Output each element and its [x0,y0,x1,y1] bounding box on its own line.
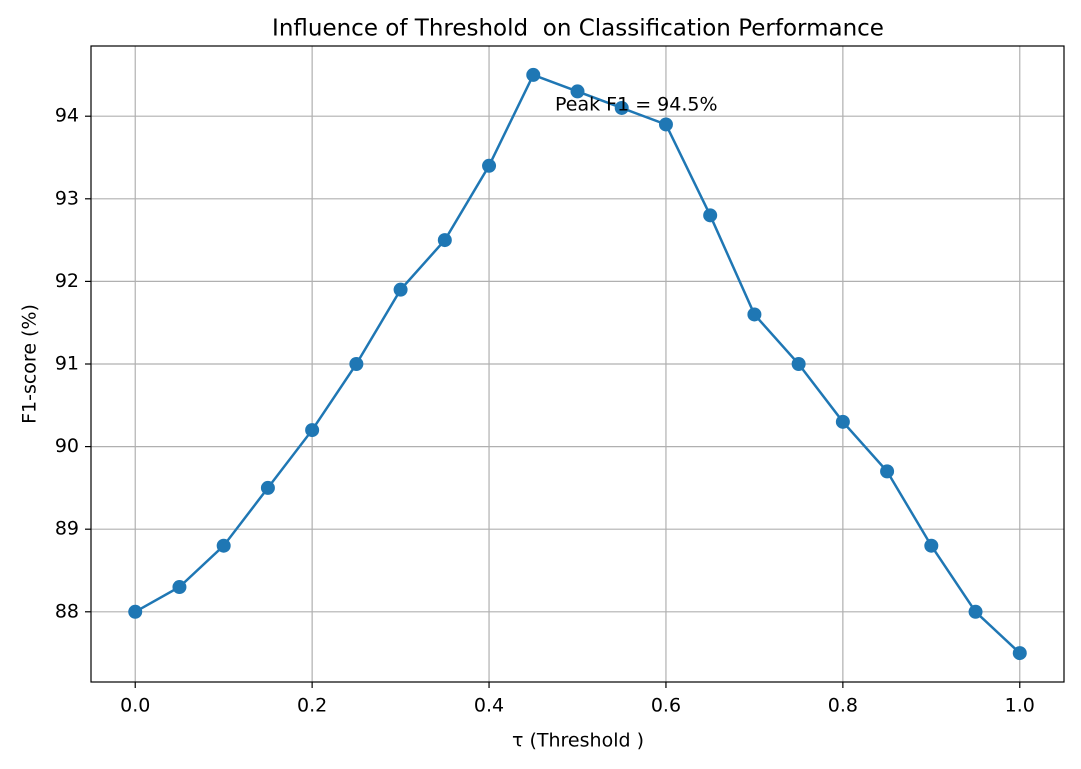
data-point [835,414,850,429]
x-tick-label: 0.8 [828,695,858,717]
x-axis-label: τ (Threshold ) [512,730,644,752]
y-tick-label: 90 [55,435,79,457]
data-point [791,357,806,371]
x-tick-label: 0.4 [474,695,504,717]
data-point [482,158,497,173]
data-point [437,233,452,248]
data-point [1012,646,1027,661]
y-tick-label: 92 [55,270,79,292]
y-tick-label: 88 [55,600,79,622]
data-point [968,604,983,619]
data-point [305,423,320,438]
x-tick-label: 0.2 [297,695,327,717]
data-point [747,307,762,322]
data-point [393,282,408,297]
annotation: Peak F1 = 94.5% [555,94,718,116]
data-point [924,538,939,553]
data-point [260,480,275,495]
data-point [128,604,143,619]
data-point [349,357,364,371]
plot-frame [90,45,1065,683]
y-tick-label: 91 [55,353,79,375]
data-point [172,580,187,595]
data-point [703,208,718,223]
data-point [570,84,585,99]
data-point [526,67,541,82]
data-point [614,100,629,115]
y-tick-label: 89 [55,518,79,540]
chart-title: Influence of Threshold on Classification… [272,16,884,42]
y-axis-label: F1-score (%) [19,304,41,424]
x-tick-label: 0.0 [120,695,150,717]
y-tick-label: 94 [55,105,79,127]
y-tick-label: 93 [55,187,79,209]
x-tick-label: 1.0 [1005,695,1035,717]
data-point [880,464,895,479]
data-point [216,538,231,553]
x-tick-label: 0.6 [651,695,681,717]
data-point [658,117,673,132]
